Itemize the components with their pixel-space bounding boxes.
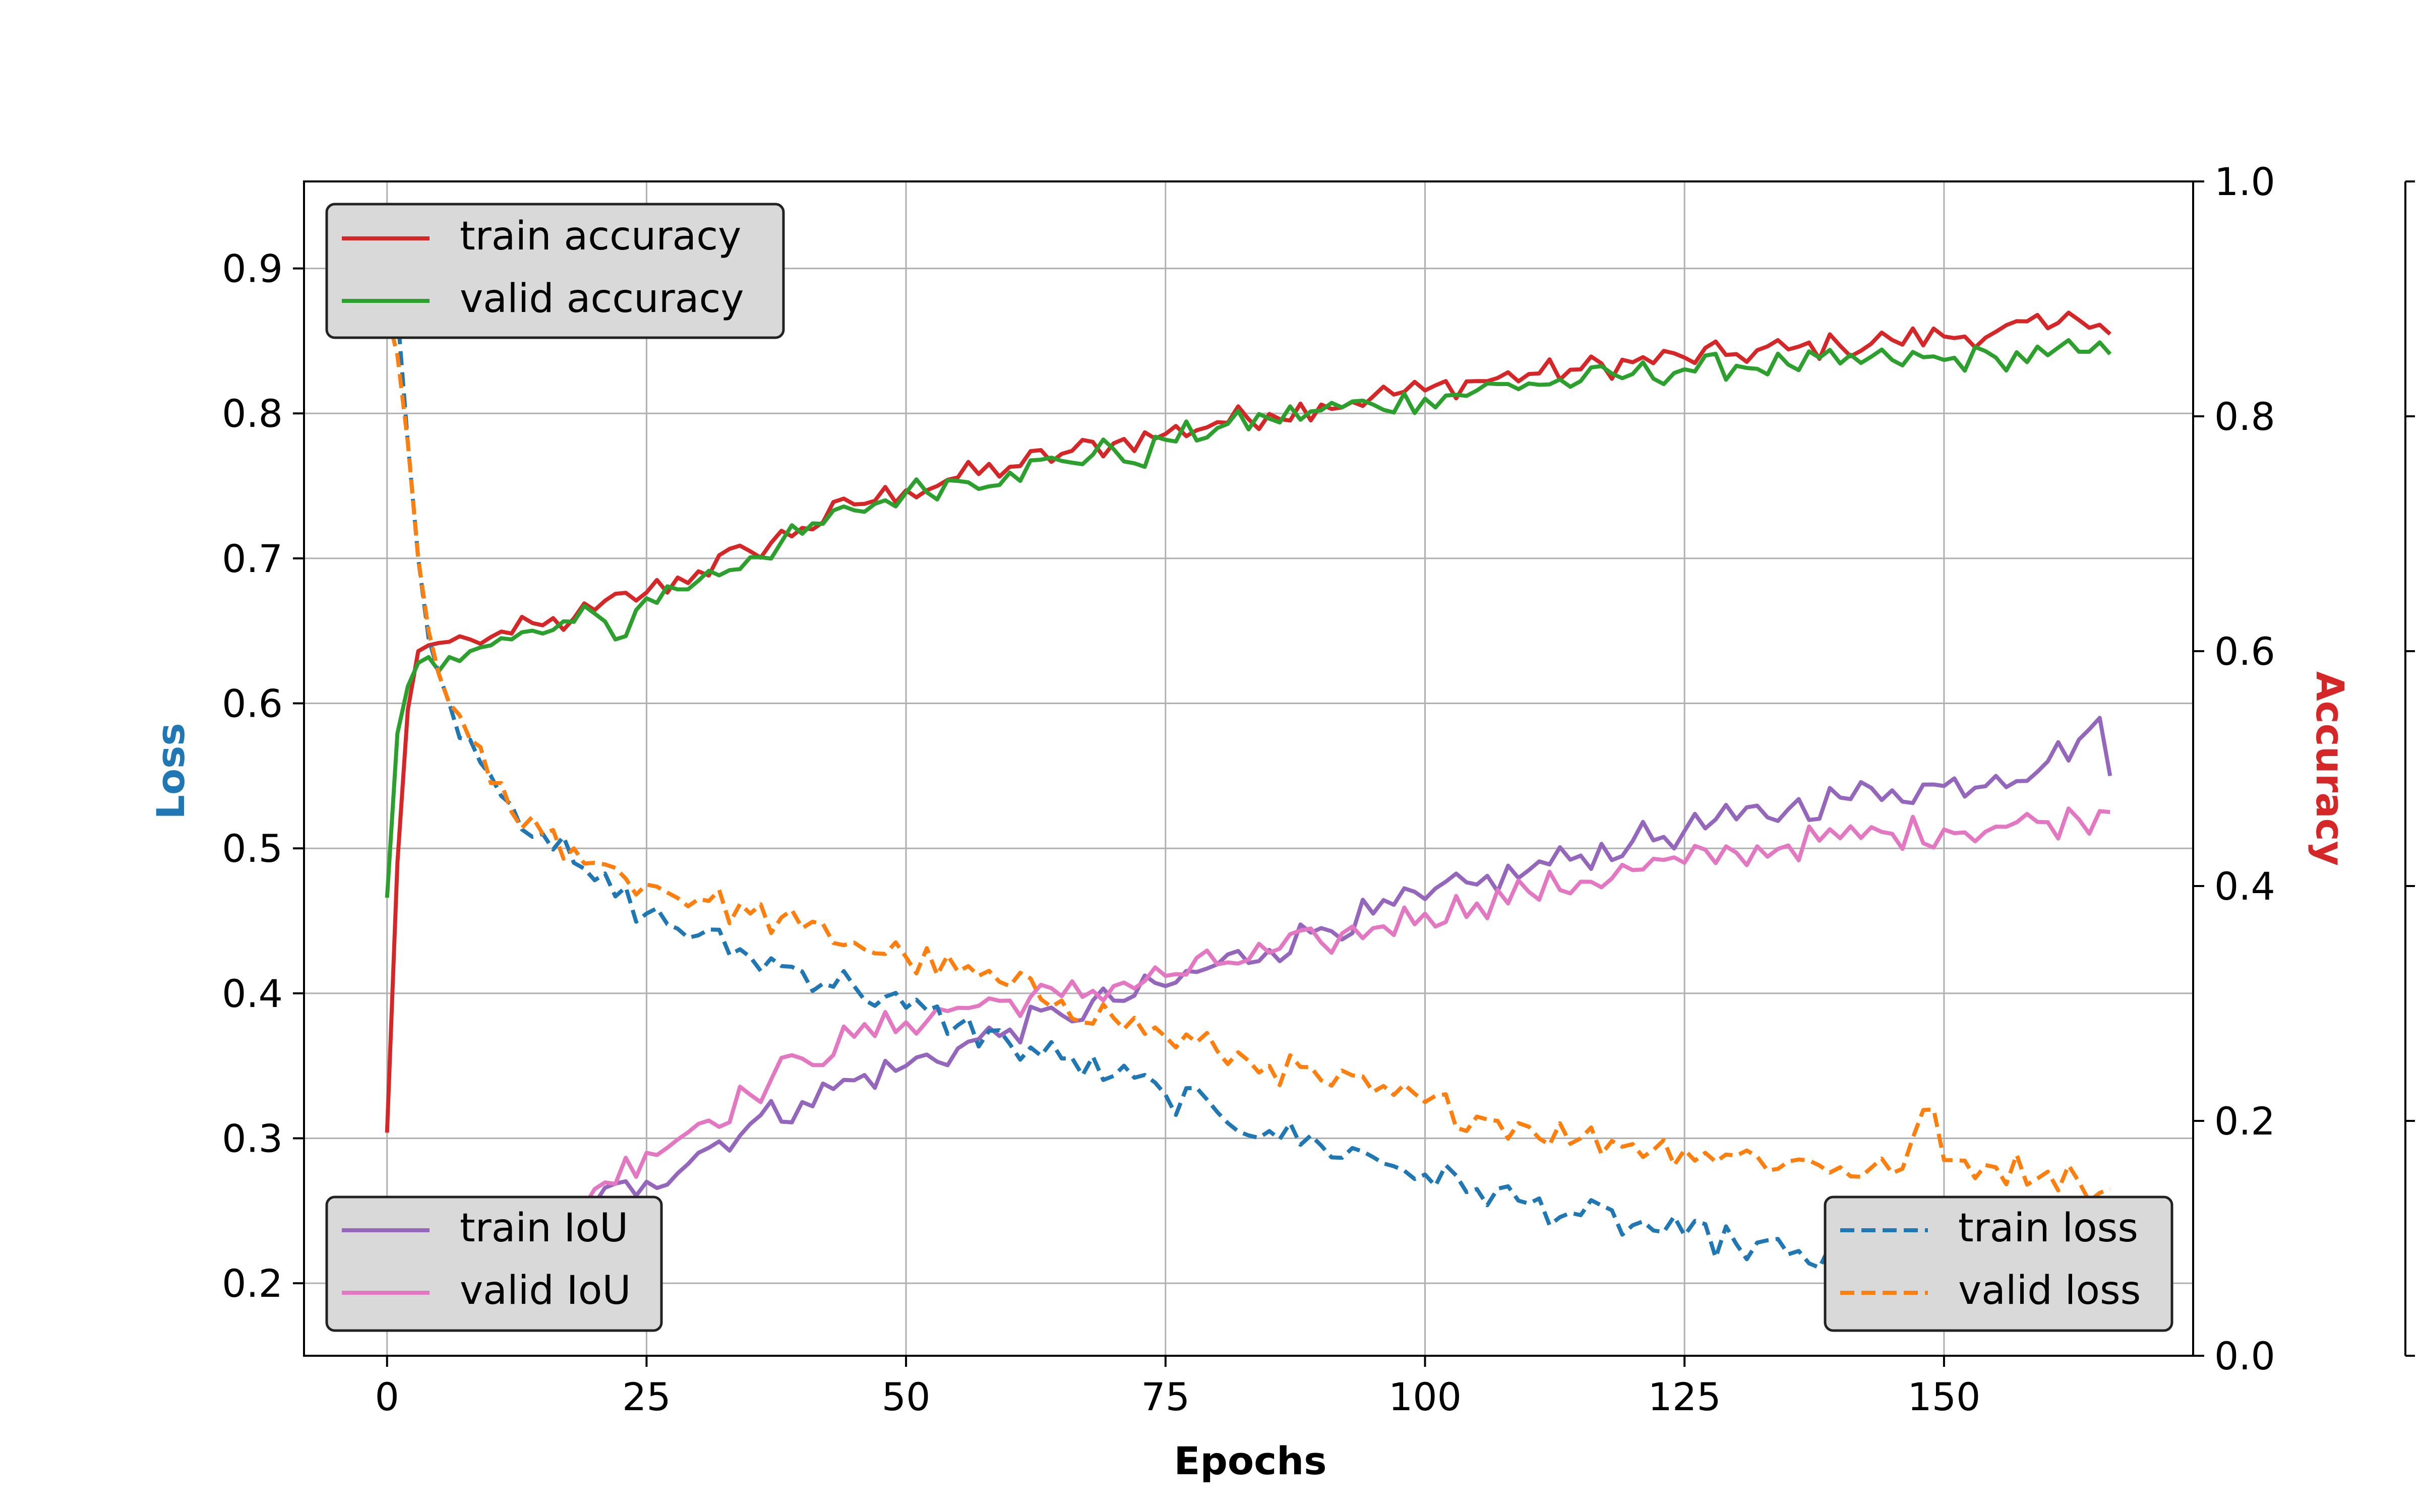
y-right-tick-label: 0.0	[2214, 1334, 2275, 1378]
legend-loss: train loss valid loss	[1824, 1195, 2173, 1332]
legend-label-valid-iou: valid IoU	[460, 1268, 631, 1313]
x-axis-ticks: 0 25 50 75 100 125 150	[375, 1356, 1980, 1419]
y-left-tick-label: 0.6	[222, 681, 283, 726]
series-line-train-iou	[386, 716, 2112, 1279]
y-right-tick-label: 0.8	[2214, 394, 2275, 439]
y-right-tick-label: 0.2	[2214, 1099, 2275, 1144]
y-left-tick-label: 0.4	[222, 971, 283, 1016]
legend-label-valid-accuracy: valid accuracy	[460, 276, 744, 322]
y-left-tick-label: 0.7	[222, 536, 283, 581]
y-left-axis-ticks: 0.2 0.3 0.4 0.5 0.6 0.7 0.8 0.9	[222, 246, 304, 1306]
x-tick-label: 125	[1648, 1374, 1721, 1419]
series-lines	[385, 224, 2112, 1304]
series-line-valid-accuracy	[385, 338, 2112, 898]
y-left-tick-label: 0.9	[222, 246, 283, 291]
y-left-tick-label: 0.3	[222, 1116, 283, 1161]
series-line-valid-iou	[387, 806, 2110, 1268]
y-left-axis-label: Loss	[148, 723, 193, 819]
legend-label-train-loss: train loss	[1958, 1206, 2138, 1251]
x-tick-label: 150	[1907, 1374, 1980, 1419]
legend-label-train-accuracy: train accuracy	[460, 214, 741, 259]
x-tick-label: 50	[882, 1374, 931, 1419]
y-right-tick-label: 1.0	[2214, 159, 2275, 204]
x-tick-label: 100	[1388, 1374, 1462, 1419]
x-tick-label: 75	[1141, 1374, 1190, 1419]
y-left-tick-label: 0.2	[222, 1261, 283, 1306]
legend-label-train-iou: train IoU	[460, 1206, 628, 1251]
y-right-tick-label: 0.4	[2214, 864, 2275, 909]
legend-accuracy: train accuracy valid accuracy	[325, 203, 785, 339]
third-axis-spine	[2404, 180, 2415, 1357]
x-axis-label: Epochs	[1174, 1438, 1327, 1483]
series-line-valid-loss	[385, 311, 2111, 1204]
x-tick-label: 25	[622, 1374, 671, 1419]
y-right-tick-label: 0.6	[2214, 629, 2275, 674]
y-left-tick-label: 0.5	[222, 826, 283, 871]
legend-iou: train IoU valid IoU	[325, 1195, 663, 1332]
series-line-train-accuracy	[385, 310, 2111, 1133]
plot-frame	[303, 180, 2194, 1357]
y-right-axis-ticks: 0.0 0.2 0.4 0.6 0.8 1.0	[2193, 159, 2275, 1378]
y-right-axis-label: Accuracy	[2308, 671, 2352, 866]
legend-accuracy-box	[325, 203, 785, 339]
series-line-train-loss	[385, 224, 2112, 1304]
x-tick-label: 0	[375, 1374, 399, 1419]
y-left-tick-label: 0.8	[222, 391, 283, 436]
legend-label-valid-loss: valid loss	[1958, 1268, 2141, 1313]
